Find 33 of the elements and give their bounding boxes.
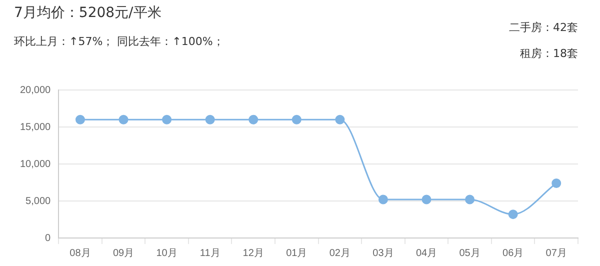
point (118, 114, 128, 124)
point (248, 114, 258, 124)
point (335, 114, 345, 124)
x-tick-label: 03月 (372, 248, 394, 259)
point (508, 210, 518, 220)
x-tick-label: 06月 (502, 248, 524, 259)
point (465, 194, 475, 204)
text: 租房：18套 (520, 46, 578, 61)
x-tick-label: 08月 (70, 248, 91, 259)
chart-title: 7月均价：5208元/平米 (14, 4, 162, 22)
text: 二手房：42套 (509, 20, 578, 35)
y-tick-label: 10,000 (20, 158, 52, 170)
point (205, 114, 215, 124)
point (75, 114, 85, 124)
point (378, 194, 388, 204)
y-tick-label: 5,000 (26, 196, 52, 207)
point (552, 178, 562, 188)
x-tick-label: 05月 (459, 248, 480, 259)
x-tick-label: 11月 (200, 248, 220, 259)
x-tick-label: 02月 (329, 248, 350, 259)
x-tick-label: 09月 (112, 248, 134, 259)
x-tick-label: 12月 (242, 248, 264, 259)
x-tick-label: 01月 (286, 248, 308, 259)
point (162, 114, 172, 124)
chart-subtitle: 环比上月：↑57%； 同比去年：↑100%； (14, 34, 224, 49)
y-tick-label: 15,000 (20, 122, 52, 133)
point (292, 114, 302, 124)
y-tick-label: 20,000 (20, 84, 52, 96)
x-tick-label: 07月 (546, 248, 567, 259)
x-tick-label: 04月 (416, 248, 438, 259)
y-tick-label: 0 (45, 232, 52, 244)
point (422, 194, 432, 204)
x-tick-label: 10月 (156, 248, 178, 259)
